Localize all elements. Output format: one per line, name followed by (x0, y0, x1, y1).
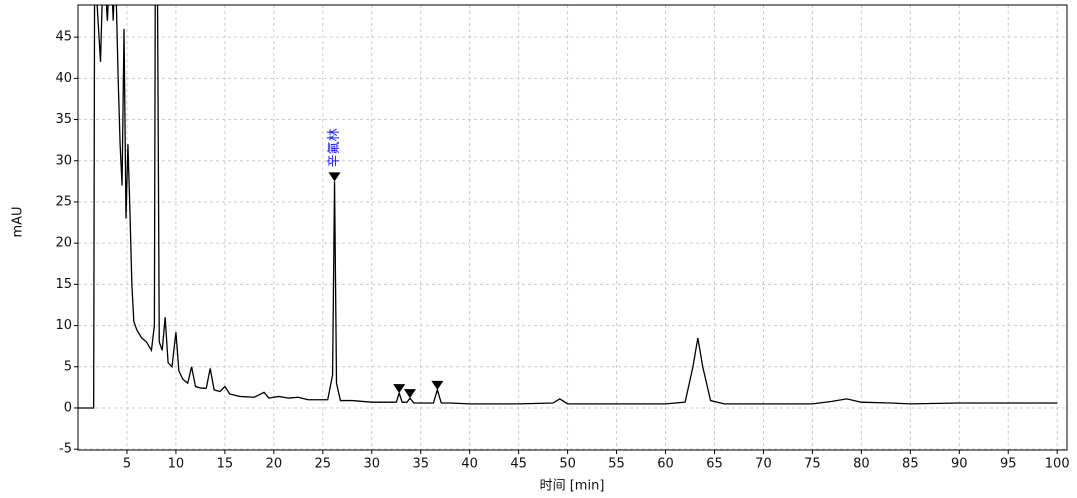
x-axis-label: 时间 [min] (540, 479, 605, 494)
y-tick-label: 40 (55, 71, 72, 86)
peak-marker (328, 172, 341, 182)
y-tick-label: 0 (64, 400, 72, 415)
peak-marker (393, 384, 406, 394)
y-tick-label: 15 (55, 277, 72, 292)
x-tick-label: 35 (412, 457, 429, 472)
y-tick-label: -5 (59, 442, 72, 457)
y-tick-label: 35 (55, 112, 72, 127)
y-tick-label: 30 (55, 153, 72, 168)
trace-line (78, 5, 1058, 409)
x-tick-label: 10 (168, 457, 185, 472)
x-tick-label: 70 (755, 457, 772, 472)
y-tick-label: 10 (55, 318, 72, 333)
y-tick-label: 45 (55, 30, 72, 45)
x-tick-label: 75 (804, 457, 821, 472)
x-tick-label: 25 (315, 457, 332, 472)
y-tick-label: 20 (55, 236, 72, 251)
x-tick-label: 100 (1045, 457, 1070, 472)
peak-marker (403, 389, 416, 399)
y-tick-label: 25 (55, 194, 72, 209)
x-tick-label: 45 (510, 457, 527, 472)
x-tick-label: 50 (559, 457, 576, 472)
x-tick-label: 40 (461, 457, 478, 472)
x-tick-label: 5 (123, 457, 131, 472)
plot-area (78, 5, 1058, 409)
x-tick-label: 15 (217, 457, 234, 472)
peak-annotation: 辛氟林 (327, 128, 342, 167)
x-tick-label: 95 (1000, 457, 1017, 472)
x-tick-label: 30 (363, 457, 380, 472)
x-tick-label: 65 (706, 457, 723, 472)
x-tick-label: 20 (266, 457, 283, 472)
x-tick-label: 90 (951, 457, 968, 472)
x-tick-label: 60 (657, 457, 674, 472)
x-tick-label: 85 (902, 457, 919, 472)
plot-frame (77, 4, 1068, 451)
y-tick-label: 5 (64, 359, 72, 374)
x-tick-label: 55 (608, 457, 625, 472)
y-axis-label: mAU (11, 206, 26, 237)
grid (78, 5, 1067, 450)
x-tick-label: 80 (853, 457, 870, 472)
peak-marker (431, 380, 444, 390)
